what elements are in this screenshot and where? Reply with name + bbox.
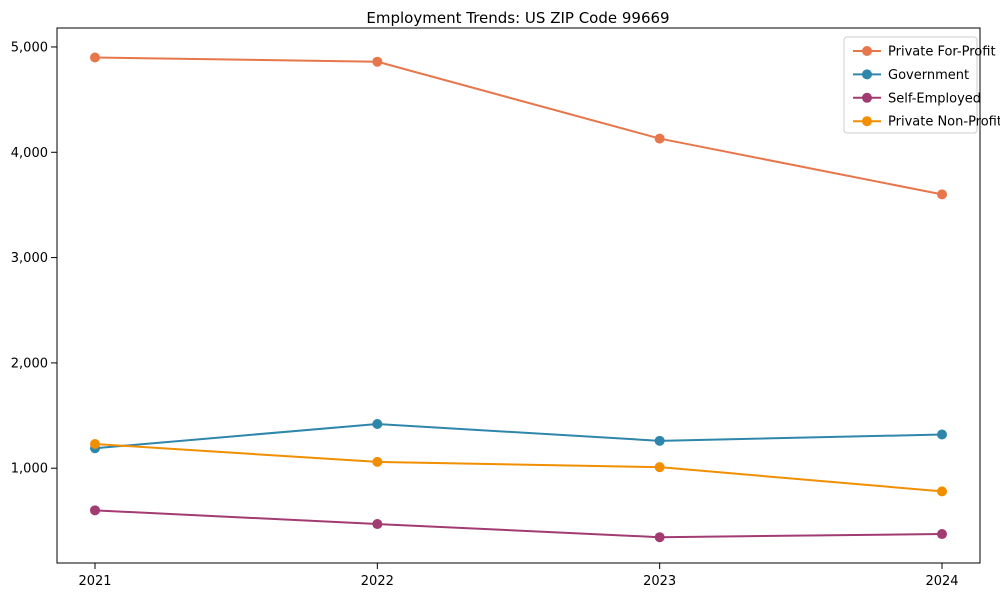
- x-tick-label: 2022: [361, 574, 394, 589]
- data-point-private-non-profit: [937, 486, 947, 497]
- data-point-private-for-profit: [372, 56, 383, 67]
- line-private-non-profit: [94, 442, 943, 493]
- data-point-private-for-profit: [937, 189, 947, 200]
- plot-border: [56, 27, 981, 564]
- legend: Private For-Profit Government Self-Employe…: [843, 36, 1000, 134]
- legend-marker: [862, 69, 872, 80]
- legend-label: Self-Employed: [888, 91, 981, 106]
- legend-marker: [862, 116, 872, 127]
- series-self-employed: [90, 505, 947, 543]
- chart-title: Employment Trends: US ZIP Code 99669: [366, 9, 669, 27]
- data-point-government: [372, 418, 383, 429]
- data-point-private-non-profit: [654, 462, 665, 473]
- legend-item-government: Government: [853, 68, 969, 83]
- data-point-self-employed: [372, 519, 383, 530]
- data-point-government: [654, 435, 665, 446]
- x-tick-label: 2021: [78, 574, 111, 589]
- line-self-employed: [94, 509, 943, 539]
- data-point-private-for-profit: [90, 52, 100, 63]
- legend-marker: [862, 46, 872, 56]
- legend-item-private-non-profit: Private Non-Profit: [853, 115, 1000, 130]
- data-point-self-employed: [937, 529, 947, 540]
- legend-label: Government: [888, 68, 969, 83]
- y-tick-label: 2,000: [11, 356, 48, 371]
- series-private-for-profit: [90, 52, 947, 200]
- data-point-private-non-profit: [372, 456, 383, 467]
- line-private-for-profit: [94, 56, 943, 196]
- series-lines: [90, 52, 947, 543]
- data-point-self-employed: [654, 532, 665, 543]
- data-point-private-non-profit: [90, 438, 100, 449]
- data-point-private-for-profit: [654, 133, 665, 144]
- y-tick-label: 5,000: [11, 40, 48, 55]
- data-point-government: [937, 429, 947, 440]
- data-point-self-employed: [90, 505, 100, 516]
- y-tick-label: 4,000: [11, 146, 48, 161]
- axes: 1,000 2,000 3,000 4,000 5,000 2021 2022 2023 202…: [11, 27, 981, 589]
- legend-label: Private Non-Profit: [888, 115, 1000, 130]
- legend-item-private-for-profit: Private For-Profit: [853, 45, 996, 60]
- series-government: [90, 418, 947, 454]
- legend-item-self-employed: Self-Employed: [853, 91, 981, 106]
- line-government: [94, 422, 943, 450]
- legend-marker: [862, 92, 872, 103]
- x-tick-label: 2024: [925, 574, 958, 589]
- series-private-non-profit: [90, 438, 947, 497]
- y-tick-label: 3,000: [11, 251, 48, 266]
- legend-box: [843, 36, 978, 134]
- x-tick-label: 2023: [643, 574, 676, 589]
- y-tick-label: 1,000: [11, 462, 48, 477]
- legend-label: Private For-Profit: [888, 45, 996, 60]
